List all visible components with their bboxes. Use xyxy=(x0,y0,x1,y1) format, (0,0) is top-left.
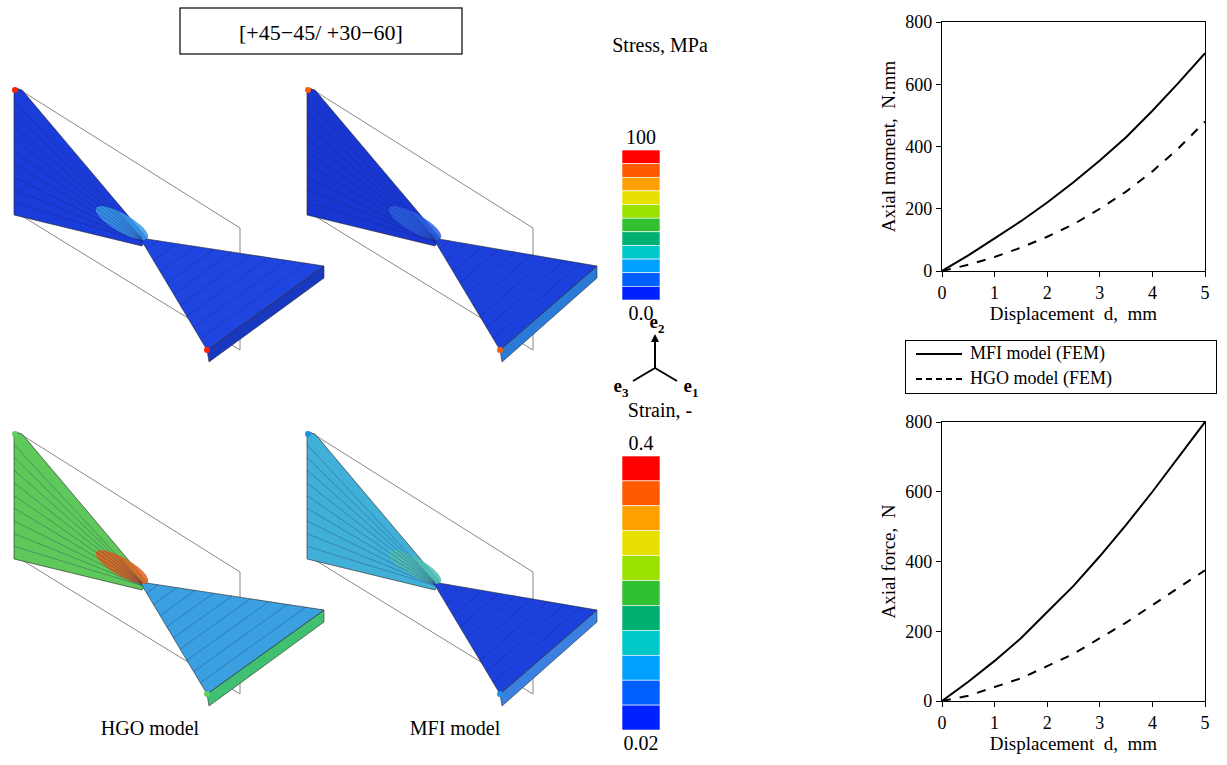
svg-text:MFI model: MFI model xyxy=(410,717,501,739)
svg-text:3: 3 xyxy=(1095,713,1104,733)
svg-text:0.0: 0.0 xyxy=(628,302,654,324)
svg-text:800: 800 xyxy=(905,412,932,432)
svg-text:800: 800 xyxy=(905,12,932,32)
svg-text:4: 4 xyxy=(1148,713,1157,733)
svg-text:e1: e1 xyxy=(684,375,699,400)
html-text:HGO model (FEM): HGO model (FEM) xyxy=(970,368,1112,388)
svg-text:0: 0 xyxy=(938,713,947,733)
svg-text:200: 200 xyxy=(905,622,932,642)
svg-text:600: 600 xyxy=(905,482,932,502)
svg-text:2: 2 xyxy=(1043,283,1052,303)
svg-text:e2: e2 xyxy=(650,311,665,336)
svg-text:e3: e3 xyxy=(614,375,629,400)
svg-text:2: 2 xyxy=(1043,713,1052,733)
svg-text:Displacement d, mm: Displacement d, mm xyxy=(990,733,1157,754)
svg-text:100: 100 xyxy=(626,126,656,148)
svg-text:4: 4 xyxy=(1148,283,1157,303)
svg-text:3: 3 xyxy=(1095,283,1104,303)
svg-text:HGO model: HGO model xyxy=(101,717,200,739)
svg-text:1: 1 xyxy=(990,713,999,733)
svg-text:Stress, MPa: Stress, MPa xyxy=(612,34,708,56)
svg-text:5: 5 xyxy=(1201,283,1210,303)
svg-text:0.02: 0.02 xyxy=(624,732,659,754)
svg-text:1: 1 xyxy=(990,283,999,303)
svg-text:[+45−45/ +30−60]: [+45−45/ +30−60] xyxy=(239,20,403,45)
svg-text:Displacement d, mm: Displacement d, mm xyxy=(990,303,1157,324)
svg-text:0: 0 xyxy=(938,283,947,303)
svg-text:400: 400 xyxy=(905,137,932,157)
svg-text:5: 5 xyxy=(1201,713,1210,733)
svg-text:Axial moment, N.mm: Axial moment, N.mm xyxy=(878,61,899,233)
svg-text:600: 600 xyxy=(905,75,932,95)
svg-text:400: 400 xyxy=(905,552,932,572)
svg-text:Axial force, N: Axial force, N xyxy=(878,504,899,618)
svg-text:Strain, -: Strain, - xyxy=(628,399,692,421)
svg-text:0: 0 xyxy=(923,691,932,711)
svg-text:200: 200 xyxy=(905,199,932,219)
svg-text:0.4: 0.4 xyxy=(629,432,654,454)
svg-text:0: 0 xyxy=(923,261,932,281)
html-text:MFI model (FEM): MFI model (FEM) xyxy=(970,343,1105,363)
